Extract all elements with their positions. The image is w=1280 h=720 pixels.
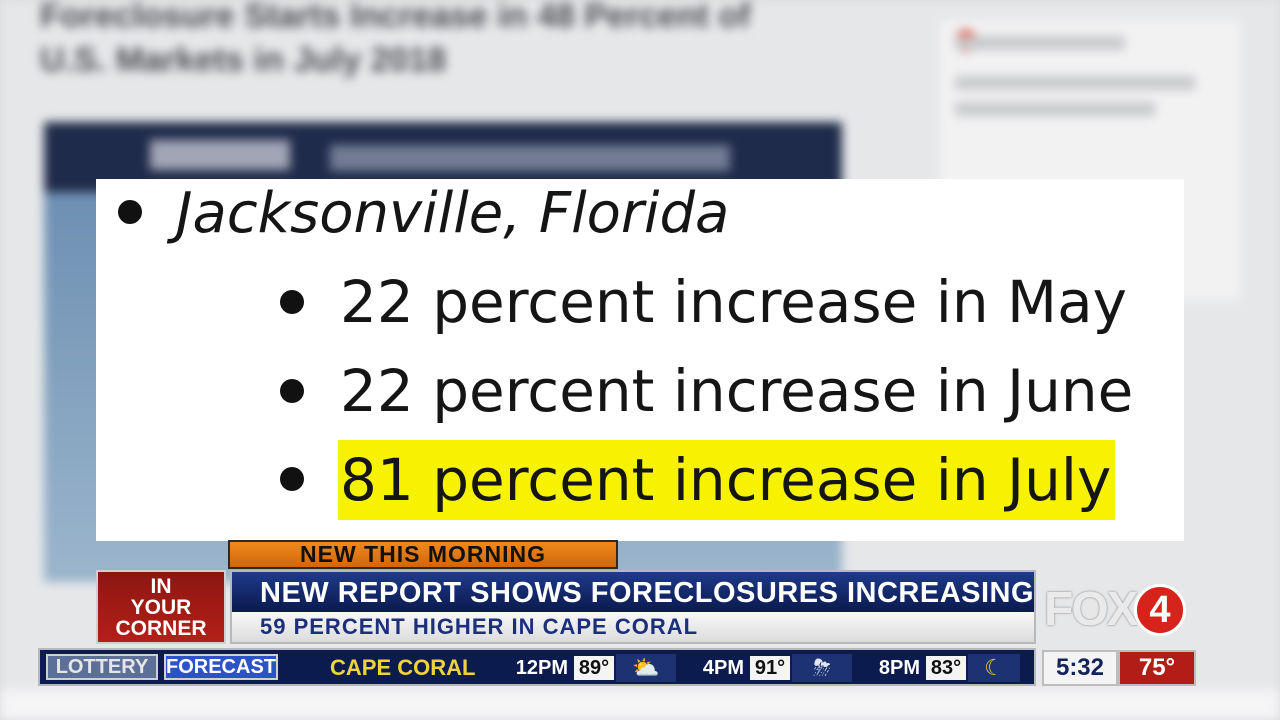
stat-may: 22 percent increase in May [340, 268, 1127, 336]
forecast-temp: 83° [926, 656, 966, 680]
background-sidebar-line [955, 36, 1125, 50]
stat-june: 22 percent increase in June [340, 357, 1134, 425]
headline: NEW REPORT SHOWS FORECLOSURES INCREASING [232, 572, 1034, 612]
forecast-tab: FORECAST [164, 654, 278, 680]
forecast-item: 12PM 89° ⛅ [500, 654, 730, 682]
background-hero-banner [330, 145, 730, 171]
background-sidebar-line [955, 76, 1195, 90]
background-sidebar-line [955, 102, 1155, 116]
clock: 5:32 [1042, 650, 1118, 686]
fox4-logo: FOX [1044, 583, 1139, 636]
bullet-icon [118, 200, 142, 224]
bullet-icon [280, 290, 304, 314]
forecast-temp: 89° [574, 656, 614, 680]
background-footer [0, 690, 1280, 720]
city-heading: Jacksonville, Florida [176, 181, 730, 246]
corner-line: CORNER [115, 617, 207, 640]
lottery-tab: LOTTERY [46, 654, 158, 680]
ticker-bar: LOTTERY FORECAST CAPE CORAL 12PM 89° ⛅ 4… [38, 648, 1036, 686]
forecast-time: 12PM [515, 657, 568, 679]
background-article-title: Foreclosure Starts Increase in 48 Percen… [40, 0, 751, 79]
in-your-corner-badge: IN YOUR CORNER [96, 570, 226, 644]
forecast-time: 8PM [878, 657, 920, 679]
night-cloudy-icon: ☾ [968, 654, 1020, 682]
background-hero-logo [150, 140, 290, 170]
corner-line: YOUR [130, 596, 192, 619]
current-temperature: 75° [1118, 650, 1196, 686]
partly-sunny-icon: ⛅ [616, 654, 676, 682]
forecast-temp: 91° [750, 656, 790, 680]
forecast-item: 8PM 83° ☾ [852, 654, 1082, 682]
forecast-city: CAPE CORAL [330, 655, 476, 680]
forecast-item: 4PM 91° ⛈ [676, 654, 906, 682]
corner-line: IN [150, 575, 172, 598]
bullet-icon [280, 467, 304, 491]
subheadline: 59 PERCENT HIGHER IN CAPE CORAL [232, 612, 1034, 642]
stat-july-highlighted: 81 percent increase in July [338, 440, 1116, 520]
new-this-morning-tag: NEW THIS MORNING [228, 540, 618, 569]
fox4-logo-number: 4 [1134, 584, 1186, 636]
headline-box: NEW REPORT SHOWS FORECLOSURES INCREASING… [230, 570, 1036, 644]
bullet-icon [280, 379, 304, 403]
thunderstorm-icon: ⛈ [792, 654, 852, 682]
forecast-time: 4PM [702, 657, 744, 679]
